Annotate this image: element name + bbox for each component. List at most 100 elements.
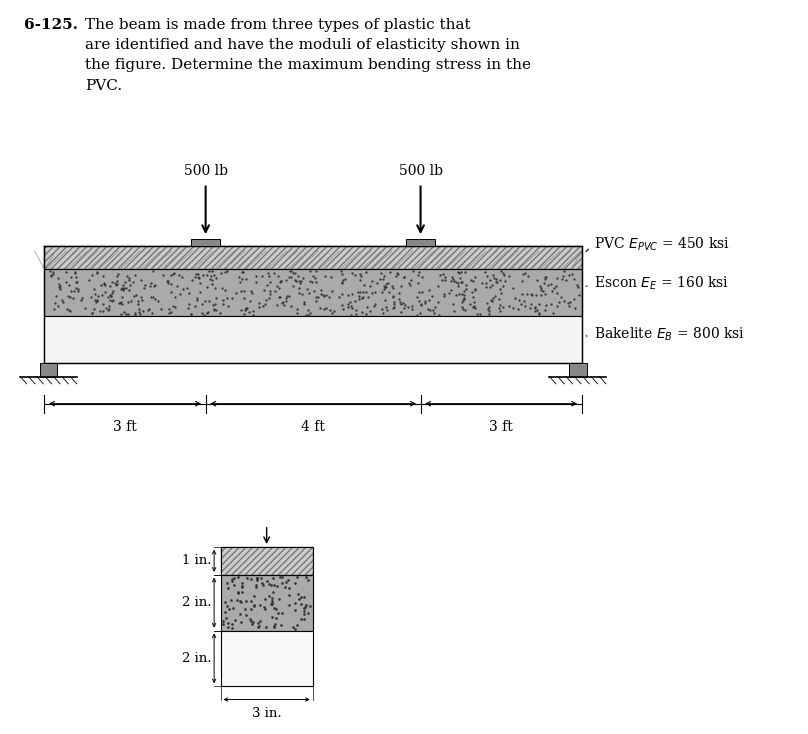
Point <box>280 274 292 286</box>
Point <box>287 621 300 633</box>
Point <box>204 270 217 282</box>
Point <box>294 613 307 625</box>
Point <box>294 591 307 603</box>
Point <box>301 574 314 586</box>
Point <box>63 280 76 291</box>
Point <box>166 268 179 280</box>
Point <box>204 273 217 285</box>
Point <box>380 302 393 313</box>
Point <box>359 266 372 277</box>
Point <box>288 604 301 616</box>
Point <box>518 267 531 279</box>
Point <box>412 277 425 289</box>
Point <box>251 617 264 629</box>
Point <box>301 283 314 294</box>
Point <box>521 288 534 299</box>
Point <box>236 273 249 285</box>
Point <box>194 277 207 288</box>
Point <box>447 275 460 286</box>
Point <box>105 276 118 288</box>
Point <box>137 283 150 294</box>
Point <box>270 612 283 624</box>
Point <box>534 280 547 292</box>
Point <box>86 308 99 319</box>
Text: Escon $E_{E}$ = 160 ksi: Escon $E_{E}$ = 160 ksi <box>594 275 729 292</box>
Point <box>190 268 203 280</box>
Point <box>323 291 336 303</box>
Point <box>91 268 104 280</box>
Point <box>355 271 368 283</box>
Point <box>163 307 176 319</box>
Text: Bakelite $E_{B}$ = 800 ksi: Bakelite $E_{B}$ = 800 ksi <box>594 325 745 343</box>
Point <box>102 300 115 312</box>
Point <box>484 274 497 286</box>
Point <box>524 288 537 300</box>
Point <box>515 298 528 310</box>
Point <box>483 305 496 317</box>
Point <box>386 302 399 314</box>
Point <box>404 274 417 286</box>
Point <box>234 608 246 620</box>
Point <box>262 266 275 278</box>
Point <box>531 305 544 316</box>
Point <box>482 308 495 320</box>
Point <box>215 267 228 279</box>
Point <box>107 294 120 305</box>
Point <box>47 269 60 280</box>
Text: 4 ft: 4 ft <box>301 420 325 434</box>
Point <box>196 269 209 280</box>
Point <box>199 296 212 308</box>
Point <box>479 277 492 288</box>
Point <box>209 272 222 283</box>
Point <box>123 285 136 297</box>
Point <box>432 309 445 321</box>
Point <box>360 286 372 297</box>
Point <box>262 578 275 589</box>
Point <box>192 271 205 283</box>
Point <box>314 284 327 296</box>
Point <box>200 307 213 319</box>
Point <box>271 581 284 592</box>
Point <box>96 270 109 282</box>
Point <box>102 305 115 316</box>
Point <box>274 572 287 584</box>
Point <box>516 275 528 287</box>
Point <box>378 294 391 305</box>
Point <box>208 269 221 280</box>
Point <box>348 295 361 307</box>
Point <box>512 294 525 306</box>
Point <box>242 306 255 318</box>
Point <box>185 275 198 286</box>
Point <box>292 588 305 600</box>
Point <box>60 276 73 288</box>
Point <box>423 294 436 306</box>
Point <box>437 290 450 302</box>
Point <box>240 573 253 584</box>
Point <box>271 280 284 292</box>
Point <box>175 272 188 283</box>
Point <box>557 271 570 283</box>
Point <box>250 270 263 282</box>
Point <box>110 270 123 282</box>
Point <box>231 595 244 606</box>
Point <box>208 283 221 294</box>
Bar <box>44 246 582 269</box>
Point <box>558 295 570 307</box>
Point <box>123 280 136 291</box>
Point <box>279 291 292 303</box>
Point <box>257 300 270 312</box>
Point <box>481 304 494 316</box>
Point <box>395 280 408 291</box>
Point <box>66 291 79 303</box>
Point <box>524 299 537 310</box>
Point <box>563 297 576 308</box>
Point <box>314 302 326 313</box>
Point <box>246 287 259 299</box>
Bar <box>44 246 582 269</box>
Point <box>263 288 276 299</box>
Point <box>148 293 161 305</box>
Point <box>68 286 81 297</box>
Point <box>89 288 102 300</box>
Point <box>288 623 301 635</box>
Point <box>126 276 139 288</box>
